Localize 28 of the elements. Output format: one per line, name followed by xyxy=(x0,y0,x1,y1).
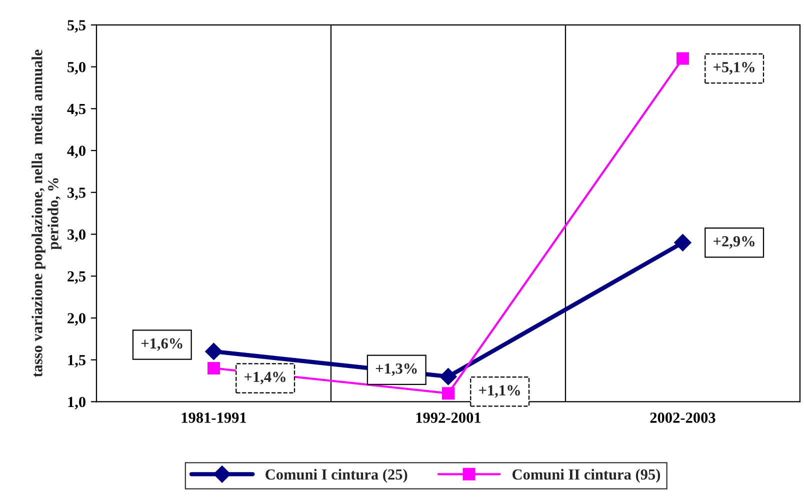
y-tick-label: 4,0 xyxy=(67,146,86,158)
y-tick-label: 5,5 xyxy=(68,20,86,33)
legend-label: Comuni II cintura (95) xyxy=(512,468,660,483)
y-tick-label: 1,0 xyxy=(68,396,86,410)
data-label: +1,1% xyxy=(479,385,520,398)
y-tick-label: 3,5 xyxy=(68,188,86,200)
point xyxy=(676,52,689,65)
y-axis-title: tasso variazione popolazione, nella media annuale periodo, % xyxy=(32,50,62,378)
legend-label: Comuni I cintura (25) xyxy=(266,468,408,483)
data-label: +5,1% xyxy=(714,62,754,75)
y-tick-label: 1,5 xyxy=(68,355,86,368)
point xyxy=(207,362,220,374)
data-label: +2,9% xyxy=(714,236,754,249)
point xyxy=(205,342,222,360)
data-label: +1,3% xyxy=(376,363,417,376)
point xyxy=(440,368,457,386)
x-tick-label: 2002-2003 xyxy=(650,412,716,423)
y-tick-label: 2,0 xyxy=(68,313,86,326)
y-tick-label: 4,5 xyxy=(67,104,86,116)
point xyxy=(674,234,692,252)
data-label: +1,4% xyxy=(244,372,286,384)
y-tick-label: 2,5 xyxy=(68,271,86,284)
data-label: +1,6% xyxy=(141,338,182,351)
x-tick-label: 1981-1991 xyxy=(182,412,246,423)
y-tick-label: 3,0 xyxy=(68,229,86,242)
x-tick-label: 1992-2001 xyxy=(416,412,481,423)
point xyxy=(442,387,454,400)
y-tick-label: 5,0 xyxy=(68,62,86,74)
